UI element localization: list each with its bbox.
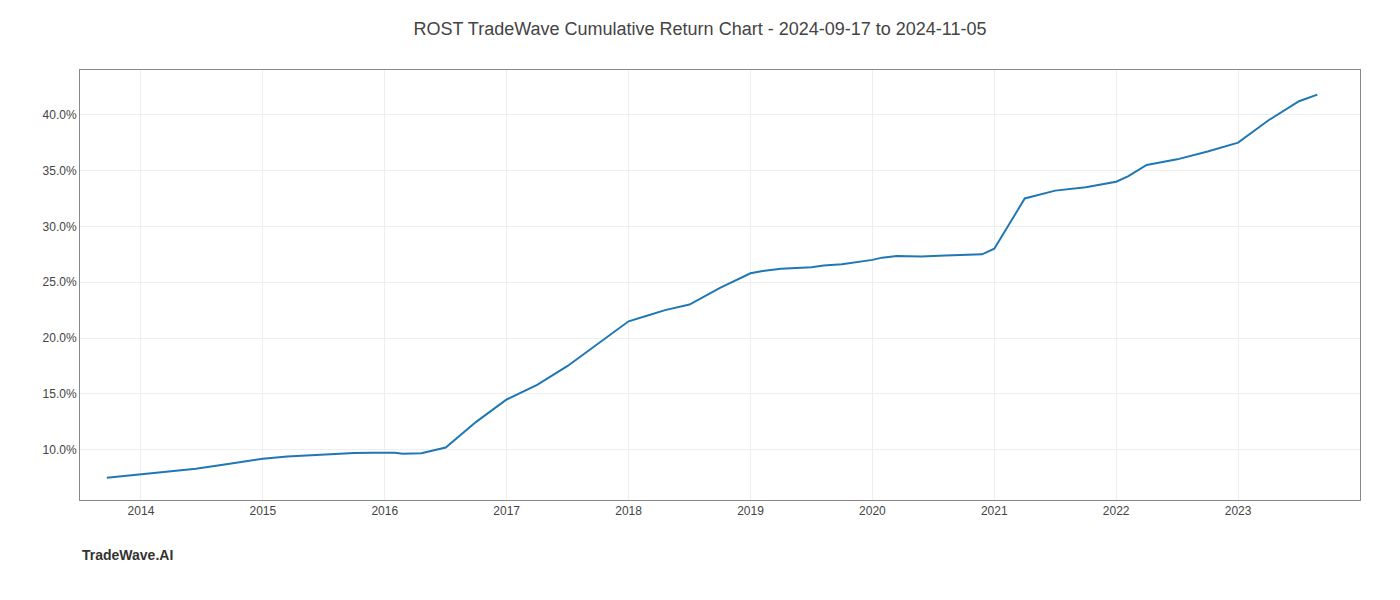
- svg-text:35.0%: 35.0%: [43, 164, 77, 178]
- svg-text:ROST TradeWave Cumulative Retu: ROST TradeWave Cumulative Return Chart -…: [414, 19, 987, 39]
- svg-text:10.0%: 10.0%: [43, 443, 77, 457]
- svg-text:2020: 2020: [859, 504, 886, 518]
- svg-text:40.0%: 40.0%: [43, 108, 77, 122]
- svg-text:2021: 2021: [981, 504, 1008, 518]
- svg-text:30.0%: 30.0%: [43, 220, 77, 234]
- svg-text:15.0%: 15.0%: [43, 387, 77, 401]
- svg-text:2014: 2014: [128, 504, 155, 518]
- svg-text:2019: 2019: [737, 504, 764, 518]
- svg-text:25.0%: 25.0%: [43, 275, 77, 289]
- svg-text:2018: 2018: [615, 504, 642, 518]
- svg-text:2022: 2022: [1103, 504, 1130, 518]
- svg-text:2017: 2017: [493, 504, 520, 518]
- svg-text:2015: 2015: [250, 504, 277, 518]
- svg-text:20.0%: 20.0%: [43, 331, 77, 345]
- svg-text:TradeWave.AI: TradeWave.AI: [82, 547, 173, 563]
- svg-text:2016: 2016: [371, 504, 398, 518]
- svg-text:2023: 2023: [1225, 504, 1252, 518]
